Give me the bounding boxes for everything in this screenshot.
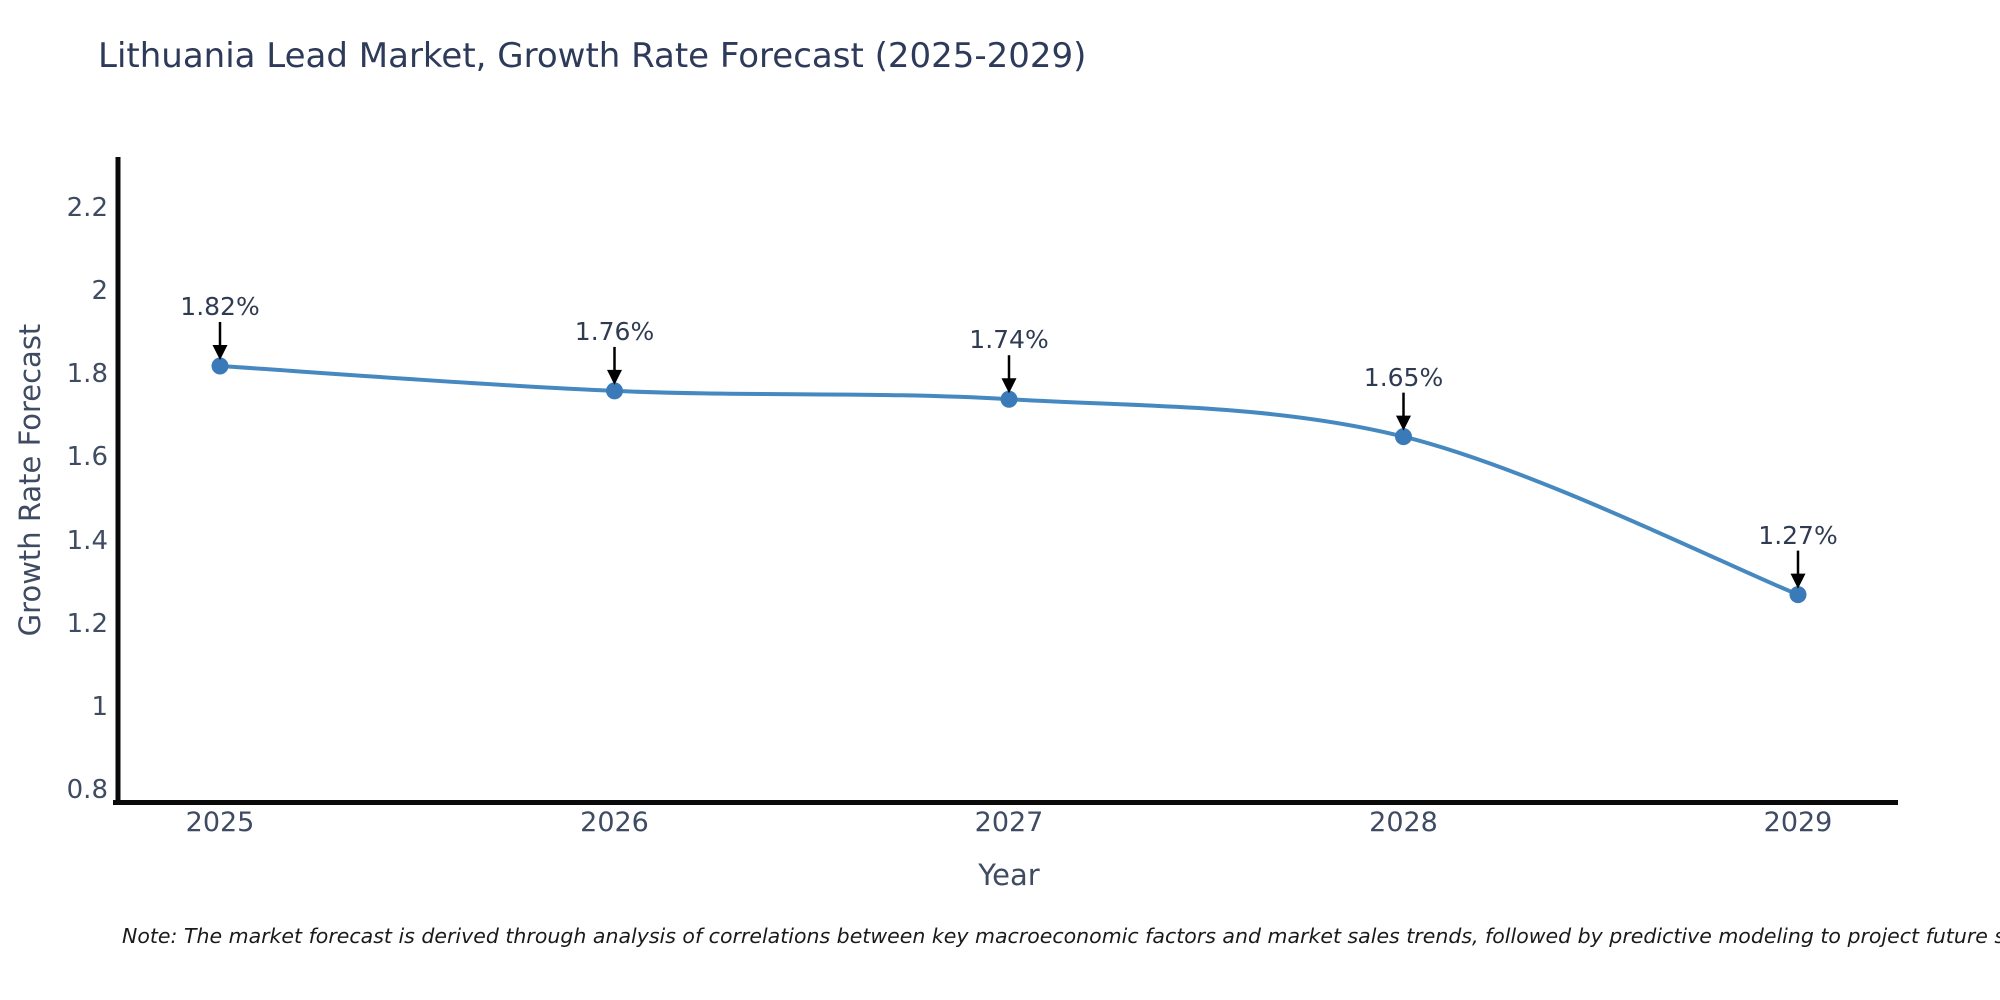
- data-point-marker: [1000, 390, 1018, 408]
- x-tick-label: 2028: [1369, 807, 1438, 838]
- data-point-label: 1.27%: [1758, 520, 1838, 550]
- axis-spines: [113, 157, 1898, 805]
- y-tick-label: 0.8: [66, 775, 108, 805]
- y-tick-label: 2: [91, 276, 108, 307]
- data-point-label: 1.82%: [180, 291, 260, 321]
- data-point-marker: [1789, 586, 1807, 604]
- y-tick-label: 1.8: [66, 359, 108, 390]
- y-tick-label: 1.2: [66, 608, 108, 639]
- x-tick-label: 2029: [1763, 807, 1833, 838]
- data-point-label: 1.76%: [574, 316, 655, 346]
- data-point-label: 1.65%: [1363, 362, 1444, 392]
- annotation-arrow-icon: [1396, 392, 1411, 431]
- footnote: Note: The market forecast is derived thr…: [122, 924, 2000, 948]
- x-tick-label: 2027: [974, 807, 1044, 838]
- data-point-marker: [606, 382, 623, 400]
- annotation-arrow-icon: [1790, 550, 1806, 589]
- data-point-label: 1.74%: [969, 325, 1049, 355]
- x-tick-label: 2026: [580, 807, 649, 838]
- annotation-arrow-icon: [607, 346, 622, 385]
- data-point-marker: [211, 357, 229, 375]
- chart-title: Lithuania Lead Market, Growth Rate Forec…: [98, 36, 1087, 76]
- y-tick-label: 1.4: [66, 525, 108, 556]
- data-point-marker: [1395, 428, 1412, 446]
- annotation-arrow-icon: [212, 321, 228, 360]
- y-tick-label: 2.2: [66, 193, 108, 223]
- y-tick-label: 1: [91, 691, 108, 722]
- y-tick-label: 1.6: [66, 442, 108, 473]
- x-tick-label: 2025: [185, 807, 255, 838]
- annotation-arrow-icon: [1001, 355, 1017, 394]
- x-axis-title: Year: [978, 858, 1040, 892]
